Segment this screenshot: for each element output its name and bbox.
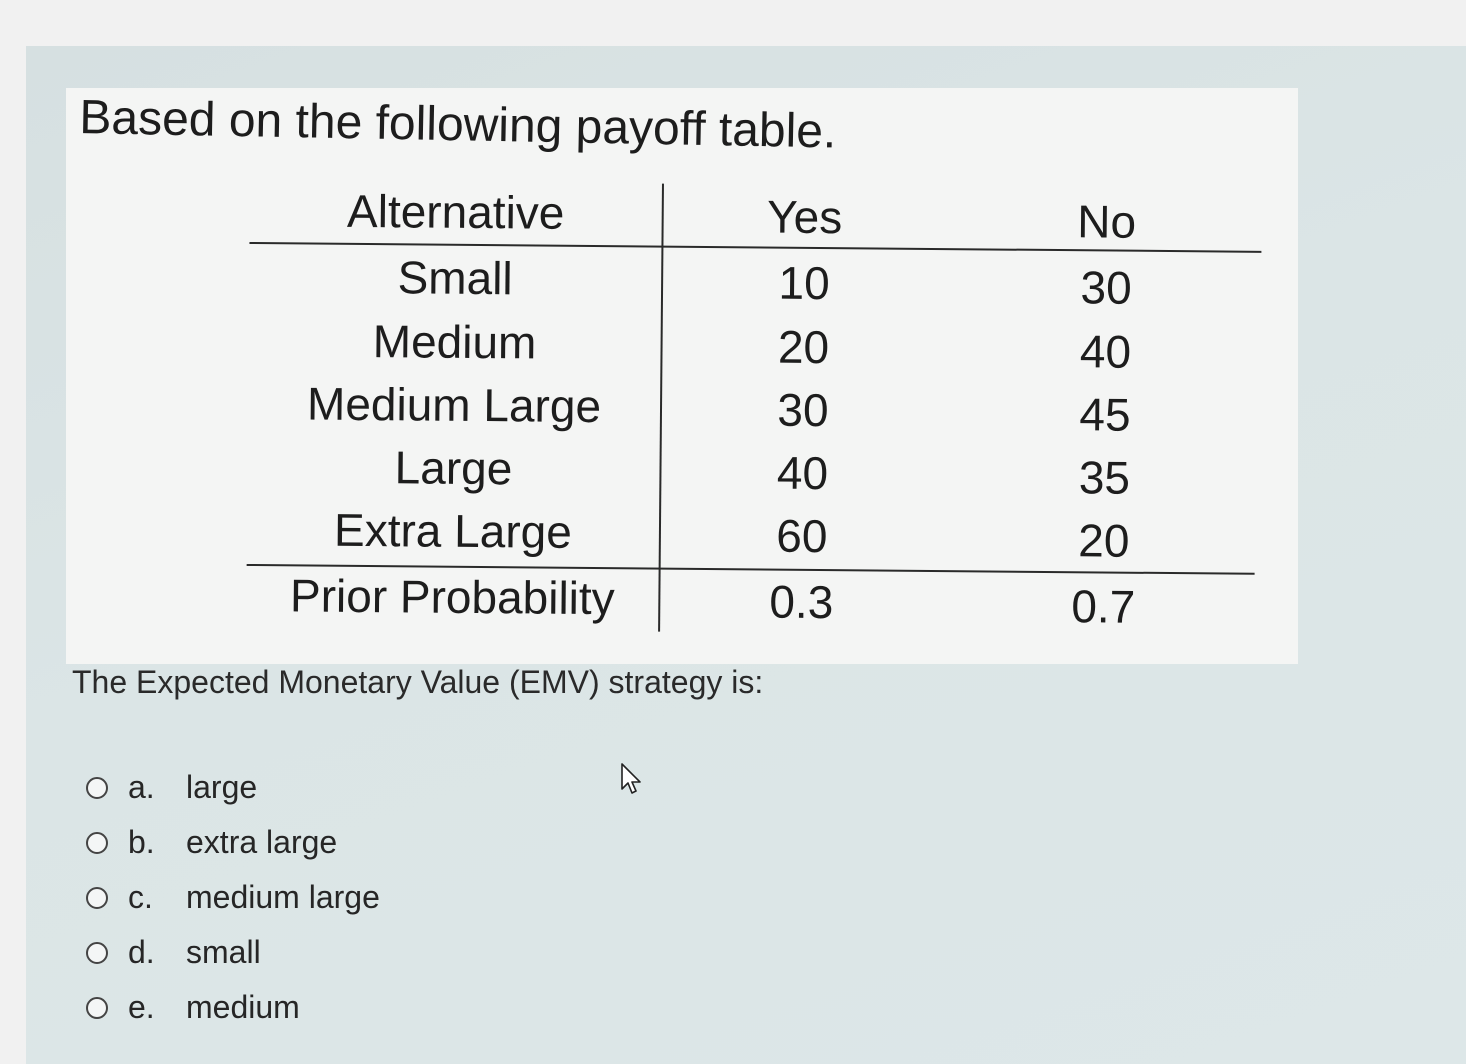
option-label[interactable]: large xyxy=(186,769,258,805)
cell-yes: 30 xyxy=(777,383,829,437)
option-b[interactable]: b. extra large xyxy=(86,815,380,870)
option-label[interactable]: extra large xyxy=(186,824,338,860)
row-label: Medium Large xyxy=(306,377,602,433)
header-alternative: Alternative xyxy=(346,184,565,239)
option-e[interactable]: e. medium xyxy=(86,980,380,1035)
question-prompt: The Expected Monetary Value (EMV) strate… xyxy=(72,664,764,700)
row-label: Medium xyxy=(372,315,537,369)
option-letter: b. xyxy=(128,824,155,860)
cell-yes: 40 xyxy=(776,446,829,500)
row-label: Extra Large xyxy=(333,503,573,558)
cell-yes: 10 xyxy=(778,256,830,310)
payoff-table: Alternative Yes No Small 10 30 Medium 20… xyxy=(246,180,1262,637)
row-label: Large xyxy=(394,441,513,495)
row-label: Small xyxy=(397,251,513,305)
option-letter: d. xyxy=(128,934,155,970)
probability-label: Prior Probability xyxy=(289,569,615,625)
radio-unchecked-icon[interactable] xyxy=(86,776,108,799)
cell-no: 40 xyxy=(1079,325,1132,378)
option-label[interactable]: medium large xyxy=(186,879,380,915)
option-letter: e. xyxy=(128,989,155,1025)
option-letter: c. xyxy=(128,879,153,915)
mouse-pointer-icon xyxy=(621,763,641,794)
probability-yes: 0.3 xyxy=(769,575,834,629)
option-letter: a. xyxy=(128,769,155,805)
cell-yes: 60 xyxy=(776,509,828,563)
radio-unchecked-icon[interactable] xyxy=(86,831,108,854)
probability-no: 0.7 xyxy=(1071,580,1136,633)
header-no: No xyxy=(1077,195,1137,248)
cell-no: 20 xyxy=(1078,514,1130,567)
option-d[interactable]: d. small xyxy=(86,925,380,980)
answer-options: a. large b. extra large c. medium large … xyxy=(86,760,380,1035)
cell-no: 30 xyxy=(1080,261,1132,314)
header-yes: Yes xyxy=(766,190,843,244)
cell-no: 45 xyxy=(1079,388,1131,441)
cell-yes: 20 xyxy=(777,320,830,374)
option-label[interactable]: small xyxy=(186,934,261,970)
option-c[interactable]: c. medium large xyxy=(86,870,380,925)
option-label[interactable]: medium xyxy=(186,989,300,1025)
radio-unchecked-icon[interactable] xyxy=(86,886,108,909)
option-a[interactable]: a. large xyxy=(86,760,380,815)
radio-unchecked-icon[interactable] xyxy=(86,941,108,964)
cell-no: 35 xyxy=(1078,451,1131,504)
radio-unchecked-icon[interactable] xyxy=(86,996,108,1019)
